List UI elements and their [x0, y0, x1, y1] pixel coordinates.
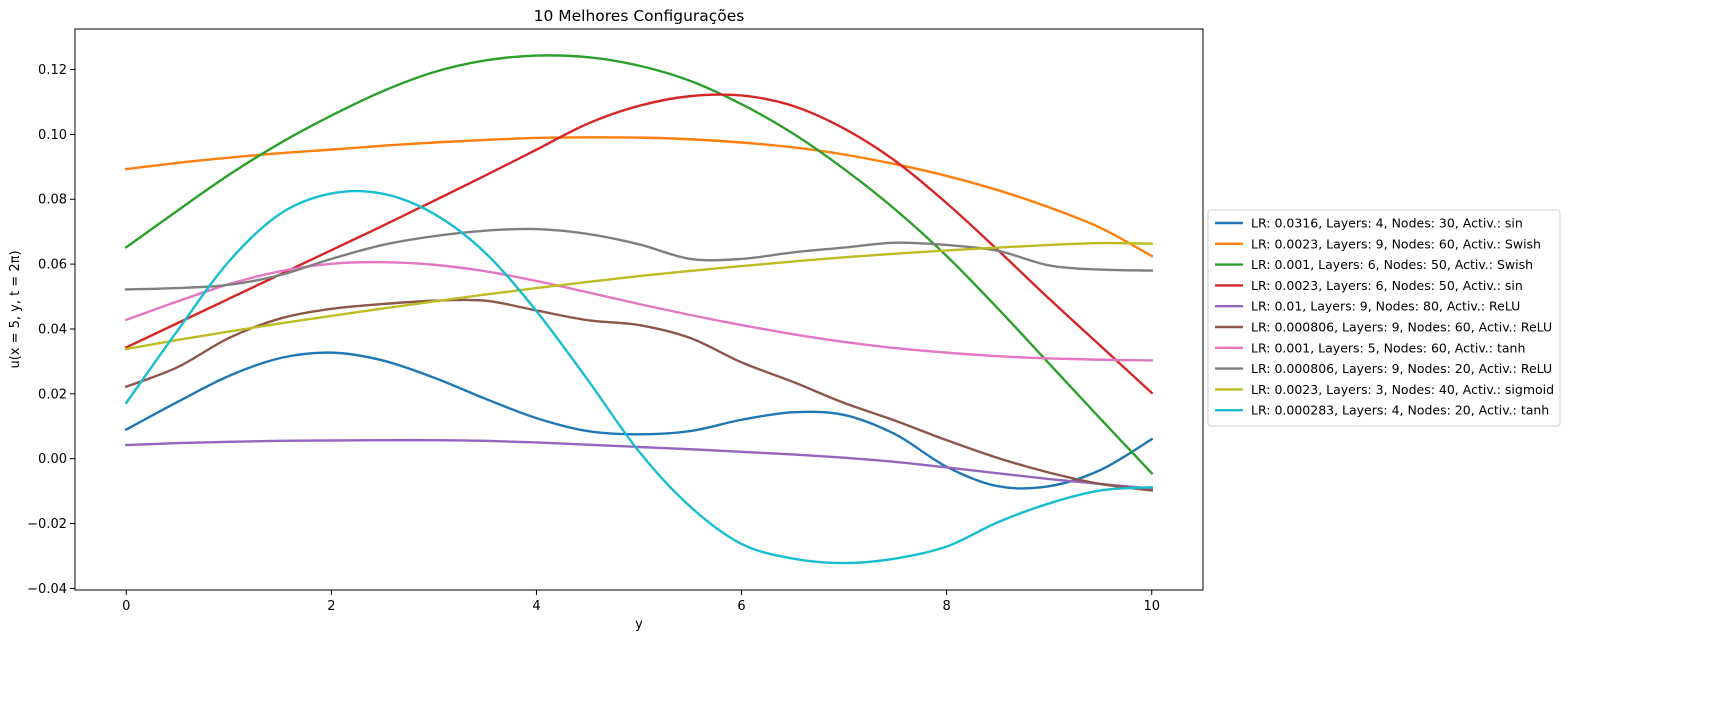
- y-tick-label: 0.00: [38, 452, 67, 467]
- legend-label: LR: 0.0023, Layers: 9, Nodes: 60, Activ.…: [1251, 236, 1541, 251]
- series-line-7: [124, 260, 1153, 362]
- legend-label: LR: 0.000283, Layers: 4, Nodes: 20, Acti…: [1251, 403, 1549, 418]
- legend-label: LR: 0.000806, Layers: 9, Nodes: 20, Acti…: [1251, 361, 1552, 376]
- y-axis-label: u(x = 5, y, t = 2π): [8, 250, 23, 368]
- y-tick-label: 0.08: [38, 193, 67, 208]
- y-tick-label: 0.12: [38, 63, 67, 78]
- series-group: [124, 54, 1154, 565]
- series-line-5: [125, 438, 1154, 490]
- series-line-6: [124, 298, 1154, 492]
- x-axis: 0 2 4 6 8 10: [122, 590, 1160, 614]
- x-tick-label: 2: [327, 599, 335, 614]
- legend-label: LR: 0.0023, Layers: 3, Nodes: 40, Activ.…: [1251, 382, 1554, 397]
- y-tick-label: 0.06: [38, 258, 67, 273]
- series-line-1: [124, 351, 1154, 490]
- plot-frame: [74, 28, 1204, 591]
- x-tick-label: 10: [1143, 599, 1160, 614]
- x-axis-label: y: [635, 617, 643, 632]
- y-tick-label: −0.02: [27, 517, 67, 532]
- series-line-2: [124, 136, 1154, 258]
- y-tick-label: 0.02: [38, 387, 67, 402]
- legend-box: [1207, 209, 1561, 427]
- series-line-4: [124, 93, 1154, 395]
- y-tick-label: 0.10: [38, 128, 67, 143]
- legend-label: LR: 0.01, Layers: 9, Nodes: 80, Activ.: …: [1251, 299, 1520, 314]
- y-tick-label: 0.04: [38, 322, 67, 337]
- legend-label: LR: 0.001, Layers: 6, Nodes: 50, Activ.:…: [1251, 257, 1533, 272]
- legend-label: LR: 0.000806, Layers: 9, Nodes: 60, Acti…: [1251, 320, 1552, 335]
- series-line-10: [124, 189, 1154, 565]
- x-tick-label: 6: [737, 599, 745, 614]
- series-line-9: [124, 241, 1153, 351]
- series-line-3: [124, 54, 1154, 475]
- chart-title: 10 Melhores Configurações: [534, 7, 745, 25]
- x-tick-label: 0: [122, 599, 130, 614]
- legend-label: LR: 0.0316, Layers: 4, Nodes: 30, Activ.…: [1251, 216, 1523, 231]
- legend-label: LR: 0.001, Layers: 5, Nodes: 60, Activ.:…: [1251, 340, 1525, 355]
- y-tick-label: −0.04: [27, 582, 67, 597]
- x-tick-label: 4: [532, 599, 540, 614]
- legend-label: LR: 0.0023, Layers: 6, Nodes: 50, Activ.…: [1251, 278, 1523, 293]
- x-tick-label: 8: [942, 599, 950, 614]
- series-line-8: [125, 227, 1153, 291]
- legend: LR: 0.0316, Layers: 4, Nodes: 30, Activ.…: [1207, 209, 1561, 427]
- y-axis: −0.04 −0.02 0.00 0.02 0.04 0.06 0.08 0.10 0.12: [27, 63, 75, 597]
